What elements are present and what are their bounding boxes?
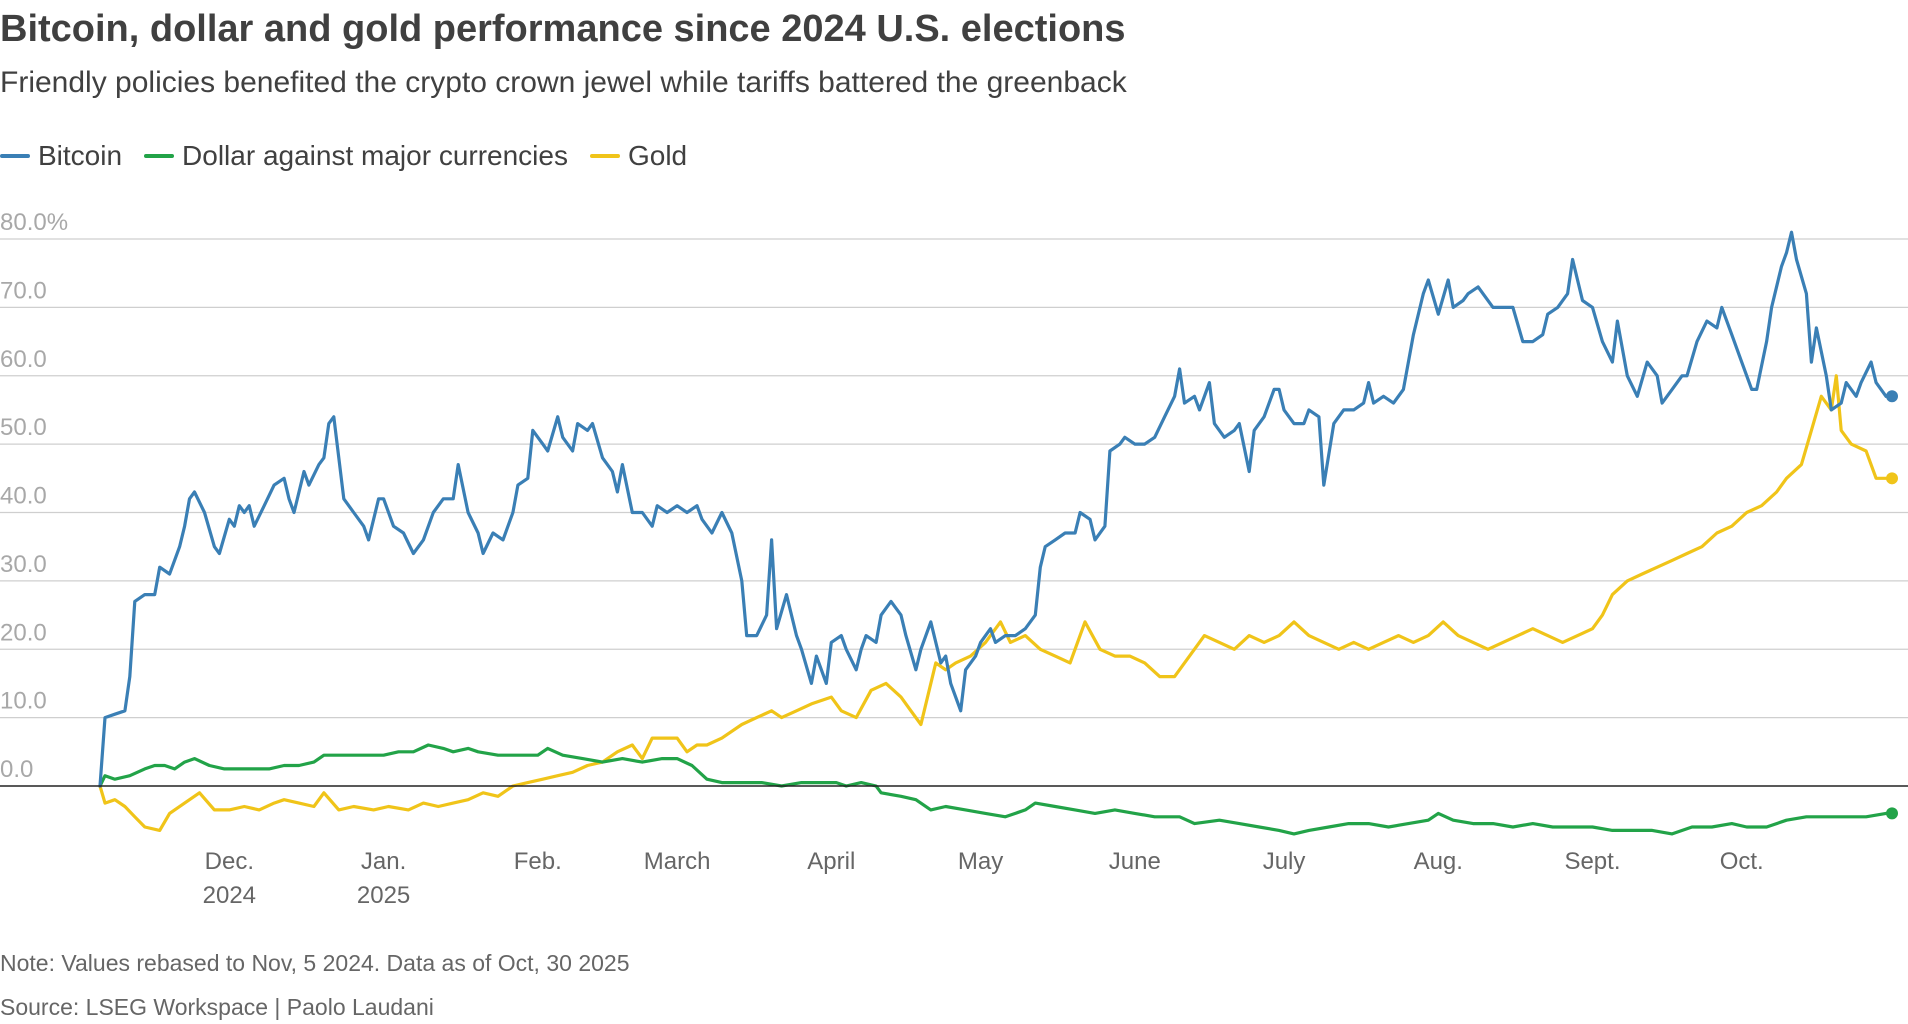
x-tick-label: May bbox=[958, 848, 1003, 875]
bitcoin-end-dot bbox=[1886, 390, 1898, 403]
line-chart: 0.0 10.0 20.0 30.0 40.0 50.0 60.0 70.0 80.0% Dec.… bbox=[0, 209, 1908, 909]
chart-title: Bitcoin, dollar and gold performance sin… bbox=[0, 8, 1126, 50]
x-tick-label: Feb. bbox=[514, 848, 562, 875]
dollar-line bbox=[98, 743, 1888, 836]
y-tick-label: 10.0 bbox=[0, 688, 47, 715]
x-tick-label: Jan. bbox=[361, 848, 406, 875]
x-tick-sublabel: 2024 bbox=[203, 882, 256, 909]
y-tick-label: 30.0 bbox=[0, 551, 47, 578]
legend-label-gold: Gold bbox=[627, 140, 688, 171]
x-tick-label: Sept. bbox=[1564, 848, 1620, 875]
legend-item-gold: Gold bbox=[589, 140, 688, 172]
legend-item-bitcoin: Bitcoin bbox=[0, 140, 122, 172]
y-tick-label: 40.0 bbox=[0, 483, 47, 510]
footnote: Note: Values rebased to Nov, 5 2024. Dat… bbox=[0, 950, 630, 976]
source-credit: Source: LSEG Workspace | Paolo Laudani bbox=[0, 994, 434, 1020]
x-tick-label: Aug. bbox=[1414, 848, 1463, 875]
y-tick-label: 80.0% bbox=[0, 209, 68, 236]
x-tick-label: March bbox=[644, 848, 711, 875]
x-tick-label: Oct. bbox=[1720, 848, 1764, 875]
legend-swatch-bitcoin bbox=[0, 154, 30, 158]
x-tick-sublabel: 2025 bbox=[357, 882, 410, 909]
gold-end-dot bbox=[1886, 472, 1898, 485]
y-tick-label: 20.0 bbox=[0, 619, 47, 646]
bitcoin-line bbox=[98, 230, 1888, 788]
x-tick-label: April bbox=[807, 848, 855, 875]
y-tick-label: 0.0 bbox=[0, 756, 33, 783]
chart-subtitle: Friendly policies benefited the crypto c… bbox=[0, 66, 1127, 99]
legend-swatch-gold bbox=[589, 154, 620, 158]
legend: Bitcoin Dollar against major currencies … bbox=[0, 140, 709, 172]
y-tick-label: 70.0 bbox=[0, 277, 47, 304]
legend-label-bitcoin: Bitcoin bbox=[38, 140, 123, 171]
legend-label-dollar: Dollar against major currencies bbox=[182, 140, 568, 171]
x-tick-label: July bbox=[1263, 848, 1306, 875]
y-tick-label: 50.0 bbox=[0, 414, 47, 441]
dollar-end-dot bbox=[1886, 807, 1898, 820]
x-tick-label: June bbox=[1109, 848, 1161, 875]
x-tick-label: Dec. bbox=[205, 848, 254, 875]
legend-item-dollar: Dollar against major currencies bbox=[144, 140, 568, 172]
y-tick-label: 60.0 bbox=[0, 346, 47, 373]
legend-swatch-dollar bbox=[144, 154, 175, 158]
